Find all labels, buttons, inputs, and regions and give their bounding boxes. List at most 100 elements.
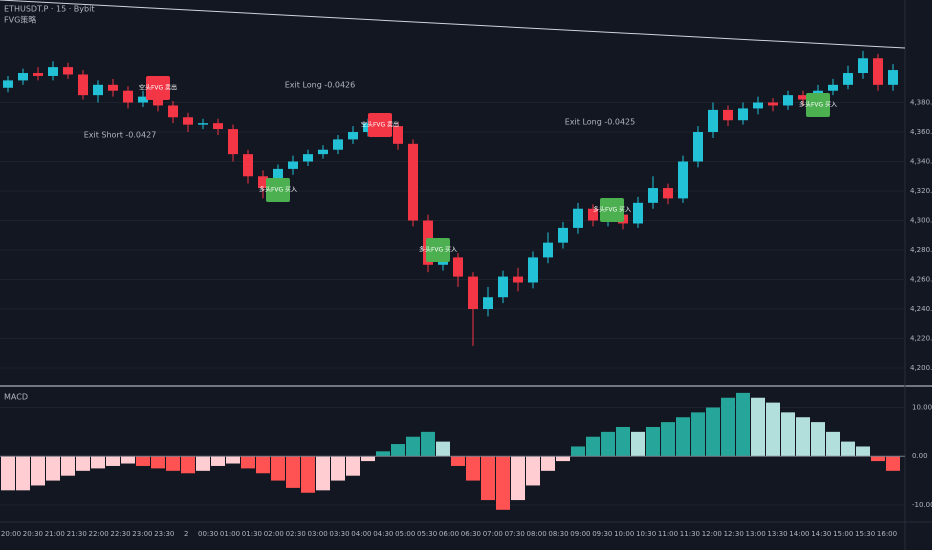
histogram-bar — [211, 456, 225, 466]
histogram-bar — [541, 456, 555, 471]
x-tick-label: 00:30 — [198, 530, 218, 538]
histogram-bar — [811, 422, 825, 457]
histogram-bar — [826, 431, 840, 457]
trend-line — [0, 0, 906, 49]
y-tick-label: 10.00 — [912, 403, 932, 411]
signal-box — [426, 238, 450, 262]
histogram-bar — [796, 417, 810, 457]
candle-body — [558, 227, 568, 243]
x-tick-label: 13:00 — [746, 530, 766, 538]
x-tick-label: 04:30 — [373, 530, 393, 538]
x-tick-label: 01:00 — [220, 530, 240, 538]
histogram-bar — [16, 456, 30, 491]
symbol: ETHUSDT.P · 15 · Bybit — [4, 5, 94, 14]
histogram-bar — [166, 456, 180, 471]
y-tick-label: 4,280.00 — [910, 246, 932, 254]
exit-label: Exit Long -0.0425 — [565, 118, 635, 127]
histogram-bar — [286, 456, 300, 488]
histogram-bar — [496, 456, 510, 510]
histogram-bar — [601, 431, 615, 457]
x-tick-label: 04:00 — [351, 530, 371, 538]
candle-body — [573, 208, 583, 228]
histogram-bar — [751, 397, 765, 457]
signal-label: 多头FVG 买入 — [259, 186, 297, 194]
candle-body — [768, 102, 778, 106]
y-tick-label: 0.00 — [912, 452, 928, 460]
x-tick-label: 08:00 — [527, 530, 547, 538]
histogram-bar — [256, 456, 270, 474]
histogram-bar — [661, 422, 675, 457]
candle-body — [723, 109, 733, 121]
x-tick-label: 14:30 — [811, 530, 831, 538]
x-tick-label: 03:30 — [329, 530, 349, 538]
histogram-bar — [361, 456, 375, 462]
x-tick-label: 13:30 — [767, 530, 787, 538]
signal-label: 多头FVG 买入 — [593, 206, 631, 214]
candle-body — [408, 143, 418, 221]
y-tick-label: -10.00 — [912, 501, 932, 509]
signal-box — [146, 76, 170, 100]
x-tick-label: 01:30 — [242, 530, 262, 538]
candle-body — [213, 123, 223, 130]
histogram-bar — [421, 431, 435, 457]
candle-body — [483, 297, 493, 310]
y-tick-label: 4,300.00 — [910, 217, 932, 225]
histogram-bar — [196, 456, 210, 471]
x-tick-label: 23:00 — [132, 530, 152, 538]
candle-body — [198, 123, 208, 125]
exit-label: Exit Short -0.0427 — [84, 131, 157, 140]
histogram-bar — [226, 456, 240, 464]
candle-body — [258, 176, 268, 189]
x-tick-label: 23:30 — [154, 530, 174, 538]
y-tick-label: 4,340.00 — [910, 158, 932, 166]
candle-body — [303, 154, 313, 162]
histogram-bar — [436, 441, 450, 457]
candle-body — [828, 84, 838, 91]
candle-body — [153, 96, 163, 106]
candle-body — [798, 95, 808, 100]
histogram-bar — [481, 456, 495, 501]
candle-body — [633, 202, 643, 224]
x-tick-label: 20:30 — [23, 530, 43, 538]
histogram-bar — [841, 441, 855, 457]
x-tick-label: 22:00 — [89, 530, 109, 538]
candle-body — [858, 58, 868, 74]
x-tick-label: 10:30 — [636, 530, 656, 538]
x-tick-label: 15:30 — [855, 530, 875, 538]
y-tick-label: 4,240.00 — [910, 305, 932, 313]
histogram-bar — [721, 397, 735, 457]
candle-body — [648, 188, 658, 203]
candle-body — [783, 95, 793, 106]
signal-label: 空头FVG 卖出 — [361, 121, 399, 129]
signal-label: 多头FVG 买入 — [799, 101, 837, 109]
signal-label: 空头FVG 卖出 — [139, 84, 177, 92]
x-tick-label: 06:30 — [461, 530, 481, 538]
histogram-bar — [46, 456, 60, 481]
x-tick-label: 12:00 — [702, 530, 722, 538]
histogram-bar — [91, 456, 105, 469]
candle-body — [873, 58, 883, 85]
histogram-bar — [121, 456, 135, 464]
strategy: FVG策略 — [4, 15, 36, 25]
histogram-bar — [331, 456, 345, 481]
candle-body — [753, 102, 763, 109]
histogram-bar — [271, 456, 285, 481]
exit-label: Exit Long -0.0426 — [285, 81, 355, 90]
candle-body — [63, 67, 73, 75]
x-tick-label: 22:30 — [110, 530, 130, 538]
candle-body — [318, 149, 328, 155]
candle-body — [468, 276, 478, 310]
y-tick-label: 4,200.00 — [910, 364, 932, 372]
x-tick-label: 02:30 — [286, 530, 306, 538]
histogram-bar — [886, 456, 900, 471]
histogram-bar — [451, 456, 465, 466]
candle-body — [738, 108, 748, 121]
histogram-bar — [766, 402, 780, 457]
macd-title: MACD — [4, 393, 28, 402]
candle-body — [663, 188, 673, 199]
histogram-bar — [646, 426, 660, 457]
histogram-bar — [106, 456, 120, 466]
signal-box — [806, 93, 830, 117]
candle-body — [228, 129, 238, 155]
histogram-bar — [301, 456, 315, 493]
